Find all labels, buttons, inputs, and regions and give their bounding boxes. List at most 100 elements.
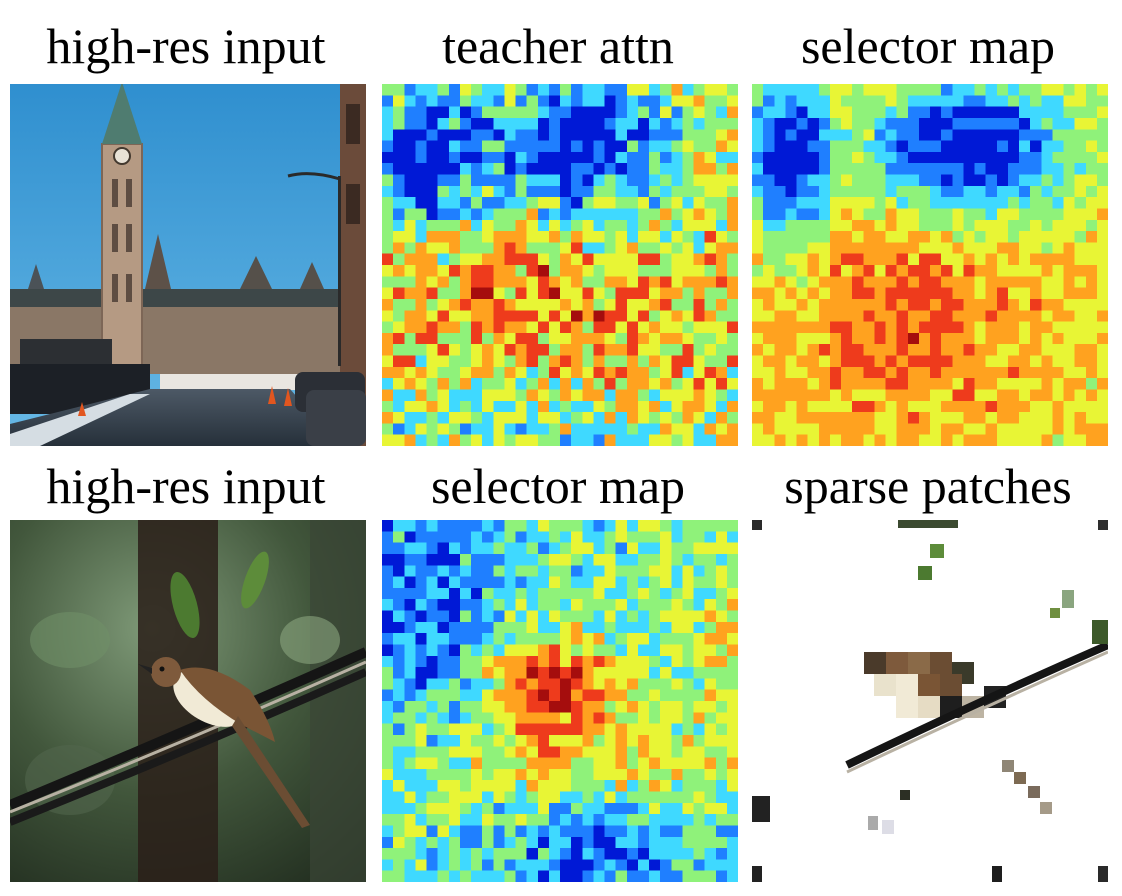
heatmap-cell — [504, 321, 516, 334]
heatmap-cell — [526, 531, 538, 543]
heatmap-cell — [448, 689, 461, 702]
heatmap-cell — [415, 802, 427, 815]
heatmap-cell — [504, 553, 516, 566]
heatmap-cell — [404, 174, 416, 187]
heatmap-cell — [649, 185, 661, 198]
heatmap-cell — [448, 412, 461, 424]
heatmap-cell — [818, 208, 831, 220]
heatmap-cell — [885, 366, 897, 379]
heatmap-cell — [660, 231, 672, 243]
heatmap-cell — [593, 117, 605, 130]
heatmap-cell — [682, 599, 694, 611]
heatmap-cell — [482, 701, 494, 713]
heatmap-cell — [582, 565, 594, 577]
heatmap-cell — [537, 95, 550, 107]
heatmap-cell — [660, 576, 672, 589]
heatmap-cell — [415, 689, 427, 702]
heatmap-cell — [660, 197, 672, 209]
heatmap-cell — [426, 587, 438, 600]
heatmap-cell — [818, 197, 831, 209]
heatmap-cell — [504, 565, 516, 577]
heatmap-cell — [493, 655, 505, 668]
heatmap-cell — [704, 599, 716, 611]
heatmap-cell — [637, 140, 650, 153]
heatmap-cell — [1063, 321, 1075, 334]
heatmap-cell — [560, 287, 572, 300]
heatmap-cell — [1019, 208, 1031, 220]
heatmap-cell — [548, 287, 561, 300]
heatmap-cell — [493, 565, 505, 577]
heatmap-cell — [752, 151, 764, 164]
heatmap-cell — [426, 836, 438, 849]
heatmap-cell — [459, 746, 472, 758]
heatmap-cell — [715, 231, 728, 243]
heatmap-cell — [996, 265, 1009, 277]
heatmap-cell — [415, 231, 427, 243]
heatmap-cell — [504, 253, 516, 266]
heatmap-cell — [941, 276, 953, 288]
heatmap-cell — [1063, 310, 1075, 322]
heatmap-cell — [896, 332, 908, 345]
heatmap-cell — [907, 163, 920, 175]
heatmap-cell — [649, 389, 661, 401]
heatmap-cell — [774, 355, 786, 368]
heatmap-cell — [493, 378, 505, 390]
heatmap-cell — [448, 553, 461, 566]
heatmap-cell — [704, 310, 716, 322]
heatmap-cell — [1085, 84, 1098, 96]
heatmap-cell — [382, 287, 394, 300]
heatmap-cell — [471, 701, 483, 713]
heatmap-cell — [637, 542, 650, 555]
heatmap-cell — [649, 553, 661, 566]
heatmap-cell — [660, 344, 672, 356]
heatmap-cell — [548, 610, 561, 623]
heatmap-cell — [941, 434, 953, 446]
heatmap-cell — [660, 859, 672, 871]
heatmap-cell — [693, 814, 705, 826]
heatmap-cell — [459, 610, 472, 623]
heatmap-cell — [863, 400, 875, 413]
heatmap-cell — [637, 117, 650, 130]
heatmap-cell — [471, 389, 483, 401]
heatmap-cell — [907, 412, 920, 424]
heatmap-cell — [393, 542, 405, 555]
heatmap-cell — [526, 644, 538, 656]
heatmap-cell — [1085, 185, 1098, 198]
heatmap-cell — [671, 389, 683, 401]
heatmap-cell — [393, 689, 405, 702]
heatmap-cell — [393, 174, 405, 187]
heatmap-cell — [704, 791, 716, 804]
heatmap-cell — [493, 287, 505, 300]
heatmap-cell — [1041, 310, 1053, 322]
heatmap-cell — [852, 163, 864, 175]
heatmap-cell — [548, 712, 561, 724]
heatmap-cell — [952, 197, 964, 209]
heatmap-cell — [1085, 129, 1098, 141]
heatmap-cell — [963, 378, 975, 390]
heatmap-cell — [448, 610, 461, 623]
heatmap-cell — [626, 587, 639, 600]
heatmap-cell — [715, 689, 728, 702]
heatmap-cell — [493, 746, 505, 758]
heatmap-cell — [471, 400, 483, 413]
heatmap-cell — [537, 746, 550, 758]
heatmap-cell — [693, 389, 705, 401]
heatmap-cell — [907, 140, 920, 153]
heatmap-cell — [660, 106, 672, 119]
heatmap-cell — [448, 151, 461, 164]
heatmap-cell — [715, 185, 728, 198]
heatmap-cell — [593, 644, 605, 656]
heatmap-cell — [841, 434, 853, 446]
heatmap-cell — [671, 163, 683, 175]
heatmap-cell — [874, 389, 886, 401]
heatmap-cell — [649, 412, 661, 424]
heatmap-cell — [852, 298, 864, 311]
heatmap-cell — [593, 344, 605, 356]
heatmap-cell — [560, 344, 572, 356]
heatmap-cell — [504, 219, 516, 232]
heatmap-cell — [504, 355, 516, 368]
heatmap-cell — [637, 129, 650, 141]
heatmap-cell — [459, 423, 472, 435]
heatmap-cell — [841, 185, 853, 198]
heatmap-cell — [504, 587, 516, 600]
